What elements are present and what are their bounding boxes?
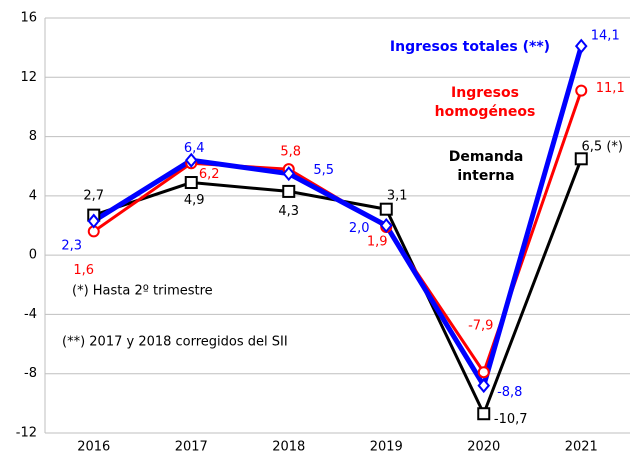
value-label: 4,9: [184, 193, 205, 208]
value-label: 1,6: [73, 263, 94, 278]
marker: [477, 407, 491, 421]
x-tick-label: 2018: [272, 440, 305, 454]
marker: [477, 378, 491, 394]
marker: [574, 152, 588, 166]
marker: [282, 166, 296, 182]
value-label: 2,3: [61, 239, 82, 254]
value-label: 6,2: [199, 167, 220, 182]
marker: [477, 366, 490, 379]
x-tick-label: 2021: [565, 440, 598, 454]
value-label: 2,7: [83, 189, 104, 204]
annotation: (*) Hasta 2º trimestre: [72, 284, 213, 299]
annotation: (**) 2017 y 2018 corregidos del SII: [62, 335, 288, 350]
value-label: 5,5: [313, 163, 334, 178]
marker: [87, 213, 101, 229]
value-label: 6,4: [184, 141, 205, 156]
marker: [379, 217, 393, 234]
series-label: Ingresos homogéneos: [434, 85, 536, 120]
y-tick-label: 16: [20, 11, 37, 26]
marker: [574, 38, 588, 54]
x-tick-label: 2020: [467, 440, 500, 454]
value-label: 11,1: [596, 81, 625, 96]
y-tick-label: -4: [24, 307, 37, 322]
y-tick-label: 4: [29, 188, 37, 203]
value-label: 1,9: [367, 234, 388, 249]
y-tick-label: -8: [24, 366, 37, 381]
x-tick-label: 2017: [175, 440, 208, 454]
marker: [184, 176, 198, 190]
value-label: -10,7: [494, 412, 528, 427]
y-tick-label: 0: [29, 248, 37, 263]
marker: [282, 184, 296, 198]
series-line: [92, 90, 583, 376]
value-label: 14,1: [591, 29, 620, 44]
y-tick-label: 12: [20, 70, 37, 85]
series-label: Demanda interna: [448, 149, 524, 184]
value-label: -7,9: [468, 319, 493, 334]
y-tick-label: 8: [29, 129, 37, 144]
series-label: Ingresos totales (**): [389, 39, 551, 55]
value-label: 4,3: [278, 204, 299, 219]
series-line: [92, 45, 584, 392]
marker: [575, 84, 588, 97]
x-tick-label: 2016: [77, 440, 110, 454]
x-tick-label: 2019: [370, 440, 403, 454]
value-label: -8,8: [497, 385, 522, 400]
marker: [184, 152, 198, 168]
y-tick-label: -12: [16, 426, 37, 441]
value-label: 6,5 (*): [582, 139, 623, 154]
value-label: 3,1: [387, 189, 408, 204]
marker: [379, 202, 393, 216]
value-label: 5,8: [280, 145, 301, 160]
value-label: 2,0: [349, 221, 370, 236]
